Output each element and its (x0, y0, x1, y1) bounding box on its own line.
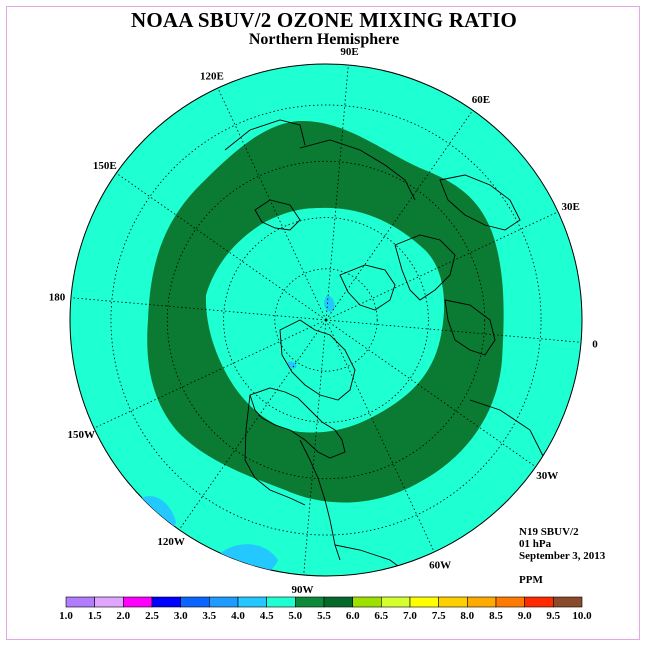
colorbar-tick-label: 3.0 (174, 610, 188, 622)
meridian-line (70, 297, 327, 321)
colorbar-swatch (381, 596, 411, 608)
meridian-line (325, 319, 582, 343)
colorbar-tick-label: 7.5 (432, 610, 446, 622)
meridian-line (325, 110, 474, 321)
colorbar-tick-label: 7.0 (403, 610, 417, 622)
colorbar-swatch (266, 596, 296, 608)
map-title: NOAA SBUV/2 OZONE MIXING RATIO (131, 8, 517, 32)
colorbar-swatch (409, 596, 439, 608)
colorbar-swatch (65, 596, 95, 608)
colorbar-swatch (295, 596, 325, 608)
meridian-line (325, 319, 536, 468)
colorbar-tick-label: 6.5 (374, 610, 388, 622)
meridian-line (93, 319, 327, 429)
colorbar-tick-label: 9.5 (546, 610, 560, 622)
colorbar-swatch (151, 596, 181, 608)
colorbar-tick-label: 8.5 (489, 610, 503, 622)
pressure-level-label: 01 hPa (519, 538, 552, 550)
colorbar-tick-label: 8.0 (460, 610, 474, 622)
colorbar-swatch (467, 596, 497, 608)
low-ozone-patch-pole (324, 295, 335, 312)
meridian-line (325, 319, 435, 553)
colorbar-tick-label: 4.5 (260, 610, 274, 622)
colorbar-swatch (209, 596, 239, 608)
longitude-label: 30E (562, 201, 580, 213)
colorbar-tick-label: 10.0 (572, 610, 592, 622)
graticule (70, 64, 582, 576)
longitude-label: 90E (340, 46, 358, 58)
coastlines (224, 119, 546, 576)
colorbar-swatch (94, 596, 124, 608)
longitude-label: 30W (536, 470, 558, 482)
longitude-label: 150W (68, 429, 96, 441)
meridian-line (303, 319, 327, 576)
colorbar-tick-label: 5.0 (288, 610, 302, 622)
meridian-line (217, 87, 327, 321)
colorbar-tick-label: 1.0 (59, 610, 73, 622)
latitude-circle (166, 160, 486, 480)
colorbar-swatch (237, 596, 267, 608)
latitude-circle (110, 104, 542, 536)
latitude-circle (274, 268, 378, 372)
colorbar-swatch (352, 596, 382, 608)
colorbar-tick-label: 2.5 (145, 610, 159, 622)
colorbar-swatch (438, 596, 468, 608)
colorbar-tick-label: 4.0 (231, 610, 245, 622)
map-subtitle: Northern Hemisphere (248, 31, 400, 48)
meridian-line (325, 64, 349, 321)
colorbar-swatch (524, 596, 554, 608)
colorbar: 1.0 1.5 2.0 2.5 3.0 3.5 4.0 4.5 5.0 5.5 6.0 6.5 7.0 7… (59, 596, 592, 622)
colorbar-swatch (495, 596, 525, 608)
longitude-label: 60W (429, 560, 451, 572)
units-label: PPM (519, 574, 543, 586)
longitude-label: 120W (157, 536, 185, 548)
longitude-label: 120E (200, 70, 224, 82)
meridian-line (325, 211, 559, 321)
colorbar-tick-label: 5.5 (317, 610, 331, 622)
colorbar-swatch (180, 596, 210, 608)
longitude-label: 150E (93, 160, 117, 172)
colorbar-tick-label: 2.0 (116, 610, 130, 622)
longitude-label: 180 (49, 292, 66, 304)
longitude-label: 0 (592, 339, 598, 351)
meridian-line (116, 172, 327, 321)
colorbar-tick-label: 6.0 (346, 610, 360, 622)
meridian-line (178, 319, 327, 530)
colorbar-swatch (553, 596, 583, 608)
colorbar-tick-label: 9.0 (518, 610, 532, 622)
latitude-circle (223, 217, 429, 423)
figure-frame (6, 6, 640, 640)
colorbar-tick-label: 3.5 (202, 610, 216, 622)
colorbar-swatch (323, 596, 353, 608)
low-ozone-patch-hudson (287, 361, 297, 369)
longitude-labels: 90E 60E 30E 0 30W 60W 90W 120W 150W 180 150E 120E (49, 46, 599, 596)
colorbar-swatch (123, 596, 153, 608)
longitude-label: 90W (292, 584, 314, 596)
date-label: September 3, 2013 (519, 550, 606, 562)
instrument-label: N19 SBUV/2 (519, 526, 579, 538)
colorbar-tick-label: 1.5 (88, 610, 102, 622)
longitude-label: 60E (472, 94, 490, 106)
